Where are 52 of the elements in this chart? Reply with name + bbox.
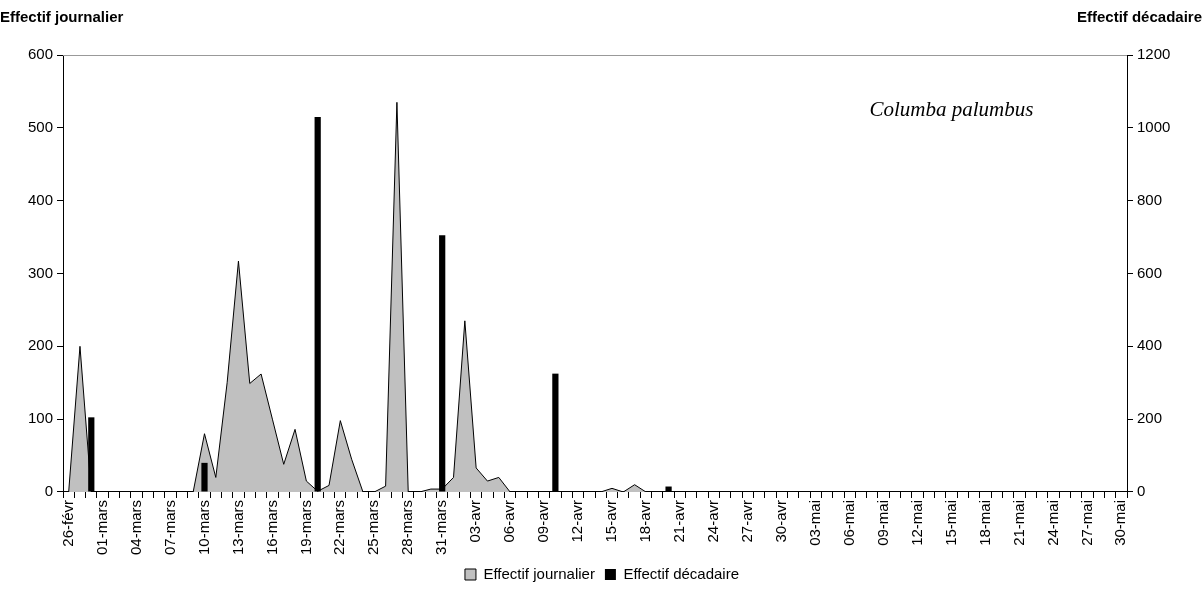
x-tick-label: 03-avr — [466, 499, 484, 543]
bar — [201, 462, 208, 492]
x-tick-label: 24-avr — [703, 499, 721, 543]
x-tick-label: 22-mars — [330, 499, 348, 555]
y2-tick-label: 600 — [1137, 263, 1163, 281]
x-tick-label: 26-févr — [58, 499, 76, 547]
legend-label: Effectif journalier — [483, 564, 595, 582]
y2-tick-label: 400 — [1137, 336, 1163, 354]
x-tick-label: 30-mai — [1111, 499, 1129, 546]
x-tick-label: 07-mars — [160, 499, 178, 555]
y-tick-label: 600 — [27, 45, 53, 63]
x-tick-label: 31-mars — [432, 499, 450, 555]
annotation: Columba palumbus — [869, 96, 1034, 121]
x-tick-label: 06-avr — [500, 499, 518, 543]
x-tick-label: 27-avr — [737, 499, 755, 543]
x-tick-label: 15-avr — [602, 499, 620, 543]
x-tick-label: 27-mai — [1077, 499, 1095, 546]
y2-axis-title: Effectif décadaire — [1076, 8, 1202, 25]
legend-label: Effectif décadaire — [623, 564, 740, 582]
x-tick-label: 12-mai — [907, 499, 925, 546]
x-tick-label: 16-mars — [262, 499, 280, 555]
y-tick-label: 100 — [27, 409, 53, 427]
y-axis-title: Effectif journalier — [0, 8, 124, 25]
y-tick-label: 300 — [27, 263, 53, 281]
x-tick-label: 06-mai — [839, 499, 857, 546]
x-tick-label: 21-avr — [670, 499, 688, 543]
x-tick-label: 25-mars — [364, 499, 382, 555]
x-tick-label: 13-mars — [228, 499, 246, 555]
y-tick-label: 200 — [27, 336, 53, 354]
y2-tick-label: 0 — [1137, 482, 1146, 500]
y2-tick-label: 800 — [1137, 190, 1163, 208]
y-tick-label: 400 — [27, 190, 53, 208]
x-tick-label: 30-avr — [771, 499, 789, 543]
y-tick-label: 0 — [44, 482, 53, 500]
x-tick-label: 10-mars — [194, 499, 212, 555]
x-tick-label: 09-avr — [534, 499, 552, 543]
x-tick-label: 24-mai — [1043, 499, 1061, 546]
x-tick-label: 19-mars — [296, 499, 314, 555]
x-tick-label: 09-mai — [873, 499, 891, 546]
y2-tick-label: 200 — [1137, 409, 1163, 427]
x-tick-label: 03-mai — [805, 499, 823, 546]
x-tick-label: 12-avr — [568, 499, 586, 543]
x-tick-label: 15-mai — [941, 499, 959, 546]
x-tick-label: 21-mai — [1009, 499, 1027, 546]
y2-tick-label: 1200 — [1137, 45, 1171, 63]
y-tick-label: 500 — [27, 117, 53, 135]
x-tick-label: 18-mai — [975, 499, 993, 546]
x-tick-label: 18-avr — [636, 499, 654, 543]
y2-tick-label: 1000 — [1137, 117, 1171, 135]
x-tick-label: 28-mars — [398, 499, 416, 555]
x-tick-label: 04-mars — [126, 499, 144, 555]
x-tick-label: 01-mars — [92, 499, 110, 555]
